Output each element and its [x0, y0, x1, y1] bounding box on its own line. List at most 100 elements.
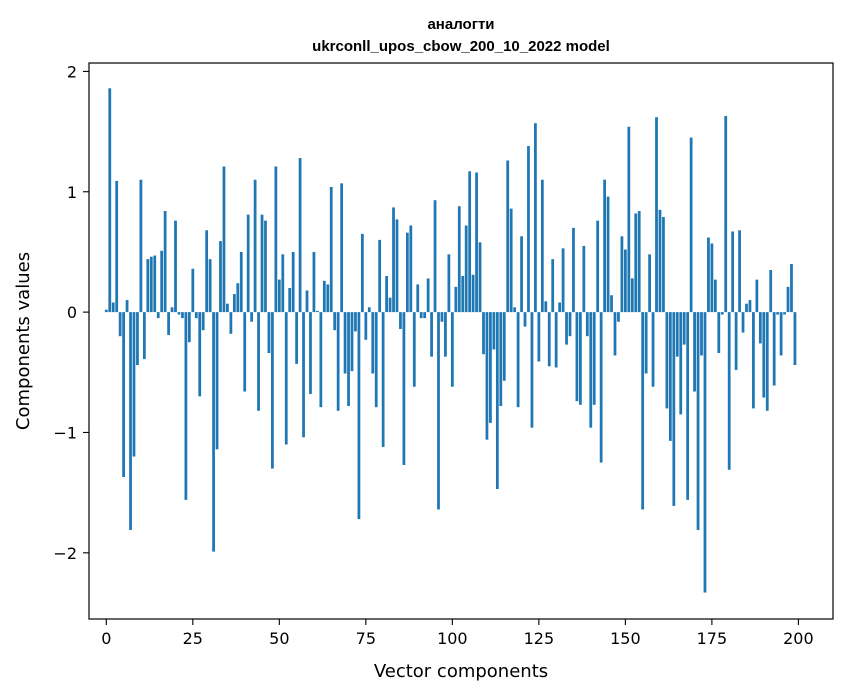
x-tick-label: 50 — [269, 629, 289, 648]
bar — [371, 312, 375, 374]
bar — [752, 312, 755, 409]
bar — [430, 312, 433, 357]
bar — [530, 312, 534, 428]
y-tick-label: 0 — [67, 303, 77, 322]
y-axis-label: Components values — [13, 252, 34, 430]
x-tick-label: 200 — [783, 629, 814, 648]
bar — [174, 220, 177, 313]
bar — [412, 312, 416, 387]
bar — [482, 312, 485, 355]
bar — [738, 230, 741, 313]
bar — [132, 312, 136, 457]
bar — [582, 245, 586, 313]
bar — [457, 206, 461, 313]
bar — [644, 312, 648, 374]
bar — [250, 312, 254, 322]
bar — [271, 312, 274, 469]
bar — [776, 312, 780, 315]
bar — [298, 158, 302, 313]
bar — [239, 251, 243, 313]
bar — [596, 220, 600, 313]
bar — [156, 312, 160, 319]
bar — [274, 166, 278, 313]
bar — [378, 239, 382, 313]
bar — [579, 312, 582, 405]
y-tick-label: −1 — [53, 423, 77, 442]
bar — [208, 259, 212, 313]
bar — [707, 237, 710, 313]
bar — [509, 208, 513, 313]
bar — [118, 312, 122, 337]
x-tick-label: 150 — [610, 629, 641, 648]
bar — [125, 300, 129, 313]
bar — [779, 312, 783, 356]
bar — [495, 312, 499, 490]
bar — [385, 276, 388, 313]
bar — [727, 312, 731, 470]
bar-series — [104, 88, 797, 593]
bar — [454, 286, 458, 313]
bar — [717, 312, 721, 354]
bar — [343, 312, 347, 374]
bar — [523, 312, 527, 327]
bar — [381, 312, 385, 447]
bar — [686, 312, 690, 500]
bar — [153, 255, 157, 313]
bar — [516, 312, 520, 408]
bar — [340, 183, 343, 313]
bar — [672, 312, 676, 506]
bar — [499, 312, 503, 406]
bar — [416, 284, 420, 313]
bar — [447, 254, 451, 313]
bar — [745, 303, 748, 313]
bar — [592, 312, 596, 405]
bar — [402, 312, 406, 465]
bar — [613, 312, 617, 356]
bar — [194, 312, 198, 319]
bar — [558, 302, 562, 313]
bar — [305, 290, 309, 313]
bar — [260, 214, 264, 313]
bar — [215, 312, 219, 450]
bar — [243, 312, 247, 392]
bar — [409, 225, 413, 313]
y-tick-label: 2 — [67, 62, 77, 81]
bar — [554, 312, 558, 368]
bar — [367, 307, 371, 313]
bar — [575, 312, 579, 402]
bar — [693, 312, 696, 392]
bar — [229, 312, 233, 334]
bar — [122, 312, 125, 477]
bar — [606, 196, 610, 313]
bar — [551, 259, 555, 313]
bar — [222, 166, 226, 313]
bar — [713, 279, 717, 313]
bar — [357, 312, 361, 520]
bar — [444, 312, 447, 357]
bar — [772, 312, 776, 386]
bar — [610, 295, 613, 313]
bar — [572, 227, 575, 313]
x-tick-label: 125 — [524, 629, 555, 648]
bar — [731, 231, 735, 313]
y-axis: −2 −1 0 1 2 — [53, 62, 89, 563]
bar — [679, 312, 683, 415]
bar — [104, 309, 108, 313]
x-tick-label: 25 — [183, 629, 203, 648]
bar — [790, 263, 793, 313]
bar — [322, 280, 326, 313]
bar — [160, 250, 164, 313]
bar — [665, 312, 669, 409]
bar — [333, 312, 337, 331]
bar — [786, 286, 790, 313]
x-tick-label: 0 — [101, 629, 111, 648]
bar — [433, 200, 437, 313]
bar — [637, 211, 641, 313]
bar — [630, 278, 634, 313]
bar — [149, 256, 153, 313]
bar — [682, 312, 686, 345]
bar — [468, 171, 472, 313]
bar — [634, 213, 638, 313]
bar — [291, 251, 295, 313]
